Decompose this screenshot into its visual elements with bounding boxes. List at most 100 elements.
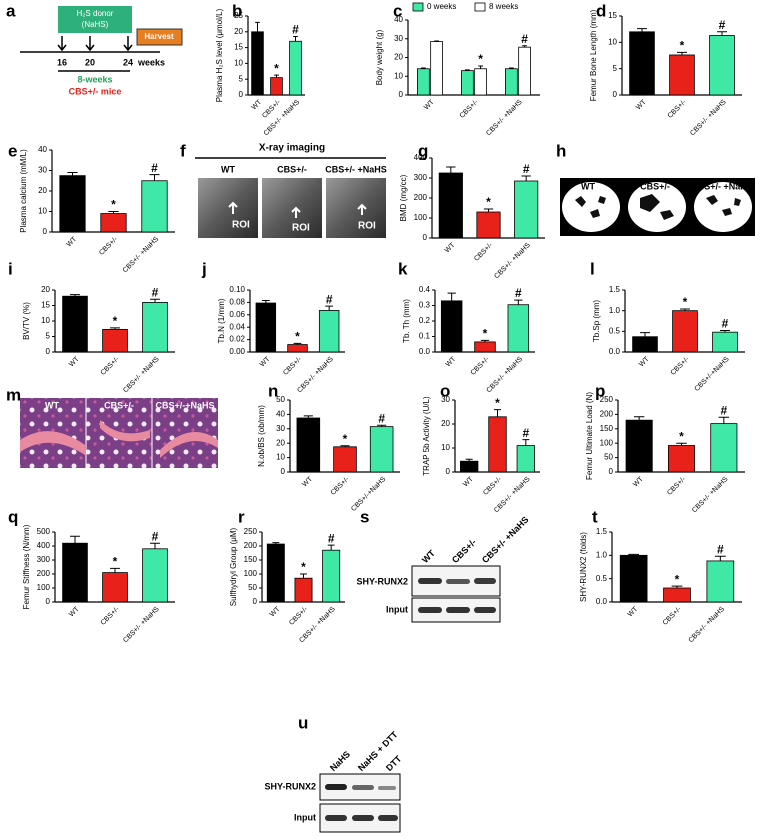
y-tick-label: 0.10 xyxy=(229,285,245,294)
bar xyxy=(322,549,341,603)
group: CBS+/- +NaHS xyxy=(325,164,387,174)
panel-letter: q xyxy=(8,507,18,526)
x-tick-label: CBS+/- xyxy=(666,475,688,497)
bar xyxy=(514,180,539,239)
y-tick-label: 500 xyxy=(37,527,51,536)
group: WT xyxy=(420,548,437,565)
error-bar xyxy=(633,416,645,421)
error-bar xyxy=(434,40,439,42)
y-tick-label: 20 xyxy=(234,27,243,36)
xray-image xyxy=(262,178,322,238)
error-bar xyxy=(483,208,494,212)
bar xyxy=(251,31,264,96)
panel-letter: t xyxy=(592,507,598,526)
chart: b Plasma H₂S level (μmol/L) 0 5 10 15 20 25 WTCB… xyxy=(215,1,305,137)
x-tick-label: CBS+/- +NaHS xyxy=(493,242,532,281)
significance-marker: # xyxy=(328,531,335,545)
bar xyxy=(142,301,168,353)
y-axis-label: Femur Stiffness (N/mm) xyxy=(22,524,31,609)
panel-h: h WT CBS+/- CBS+/- +NaHS xyxy=(556,141,755,236)
legend-label: 8 weeks xyxy=(489,2,518,11)
y-tick-label: 50 xyxy=(276,395,285,404)
significance-marker: * xyxy=(301,560,306,574)
x-tick-label: CBS+/- +NaHS xyxy=(122,606,161,645)
band xyxy=(352,785,374,790)
y-tick-label: 30 xyxy=(276,424,285,433)
bar xyxy=(672,310,698,353)
y-tick-label: 200 xyxy=(414,193,428,202)
bar xyxy=(459,460,479,473)
y-tick-label: 5 xyxy=(46,332,51,341)
y-tick-label: 0.0 xyxy=(419,347,431,356)
x-tick-label: WT xyxy=(445,355,458,368)
legend-swatch xyxy=(474,2,486,12)
panel-letter: o xyxy=(440,381,450,400)
bar xyxy=(417,68,430,96)
error-bar xyxy=(522,45,527,48)
y-tick-label: 300 xyxy=(37,555,51,564)
error-bar xyxy=(340,445,350,447)
week-tick: 16 xyxy=(57,57,67,67)
band xyxy=(325,815,347,821)
y-tick-label: 250 xyxy=(244,527,258,536)
panel-letter: d xyxy=(596,1,606,20)
significance-marker: * xyxy=(483,327,488,341)
y-tick-label: 20 xyxy=(276,438,285,447)
significance-marker: * xyxy=(295,329,300,343)
bar xyxy=(294,577,313,603)
x-tick-label: CBS+/- +NaHS xyxy=(691,476,730,515)
panel-letter: u xyxy=(298,713,308,732)
error-bar xyxy=(70,294,80,297)
chart: l Tb.Sp (mm) 0.0 0.5 1.0 1.5 WT CBS+/- CBS+/-+Na… xyxy=(590,259,745,393)
y-tick-label: 20 xyxy=(41,285,50,294)
error-bar xyxy=(480,339,490,342)
y-axis-label: Sulfhydryl Group (μM) xyxy=(229,527,238,606)
x-tick-label: WT xyxy=(68,355,81,368)
error-bar xyxy=(493,409,502,417)
significance-marker: * xyxy=(343,432,348,446)
bar xyxy=(488,416,507,473)
roi: ROI xyxy=(232,220,250,231)
error-bar xyxy=(509,67,514,69)
bar xyxy=(669,54,695,96)
y-axis-label: Tb.Sp (mm) xyxy=(592,300,601,343)
x-tick-label: CBS+/- xyxy=(470,355,492,377)
y-axis-label: TRAP 5b Activity (U/L) xyxy=(422,396,431,476)
bar xyxy=(440,300,463,353)
chart: g BMD (mg/cc) 0 100 200 300 400 WT CBS+/- CBS+/- … xyxy=(399,141,545,280)
error-bar xyxy=(274,74,279,78)
y-tick-label: 10 xyxy=(38,207,47,216)
x-tick-label: WT xyxy=(301,475,314,488)
x-tick-label: CBS+/- +NaHS xyxy=(122,356,161,395)
x-tick-label: CBS+/- xyxy=(667,98,689,120)
panel-letter: l xyxy=(590,259,595,278)
bar xyxy=(507,304,530,353)
ct-bone xyxy=(562,182,620,232)
group: CBS+/- +NaHS xyxy=(480,515,531,566)
panel-m: m WT CBS+/- CBS+/-+NaHS xyxy=(6,385,218,468)
panel-letter: b xyxy=(232,1,242,20)
y-tick-label: 300 xyxy=(414,173,428,182)
y-tick-label: 50 xyxy=(604,453,613,462)
band xyxy=(418,578,442,584)
roi: ROI xyxy=(292,223,310,234)
panel-letter: i xyxy=(8,259,13,278)
y-tick-label: 0 xyxy=(399,90,404,99)
y-tick-label: 15 xyxy=(234,43,243,52)
y-tick-label: 0.00 xyxy=(229,347,245,356)
band xyxy=(325,784,347,790)
panel-letter: p xyxy=(595,381,605,400)
y-tick-label: 0.2 xyxy=(419,316,431,325)
y-tick-label: 250 xyxy=(600,395,614,404)
significance-marker: * xyxy=(679,429,684,443)
error-bar xyxy=(150,298,160,303)
panel-letter: k xyxy=(398,259,408,278)
significance-marker: # xyxy=(717,542,724,556)
x-tick-label: CBS+/- xyxy=(662,605,684,627)
panel-letter: a xyxy=(6,1,16,20)
band xyxy=(474,607,496,613)
significance-marker: * xyxy=(478,52,483,66)
error-bar xyxy=(67,172,78,176)
bar xyxy=(625,419,653,473)
